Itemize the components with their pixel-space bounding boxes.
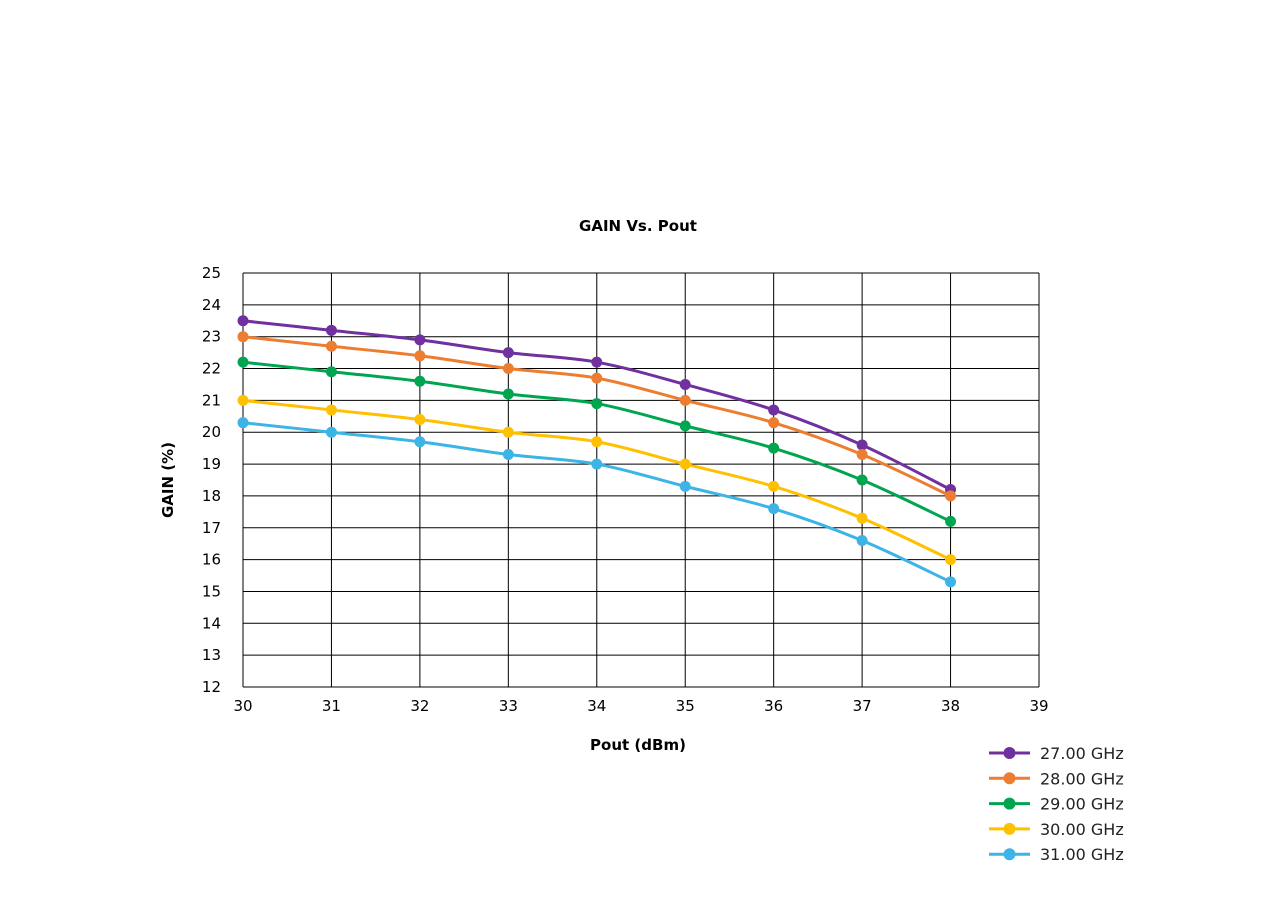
data-point — [679, 394, 691, 406]
data-point — [325, 340, 337, 352]
legend-marker — [1003, 797, 1016, 810]
chart-title: GAIN Vs. Pout — [579, 217, 697, 235]
data-point — [591, 436, 603, 448]
data-point — [414, 375, 426, 387]
legend-marker — [1003, 848, 1016, 861]
data-point — [237, 315, 249, 327]
x-tick-label: 36 — [764, 697, 783, 715]
y-tick-label: 24 — [202, 296, 221, 314]
data-point — [591, 458, 603, 470]
y-tick-label: 17 — [202, 519, 221, 537]
y-tick-label: 22 — [202, 360, 221, 378]
data-point — [591, 398, 603, 410]
legend-label: 29.00 GHz — [1040, 795, 1124, 814]
legend-label: 28.00 GHz — [1040, 769, 1124, 788]
data-point — [768, 417, 780, 429]
series-lines — [237, 315, 957, 588]
legend: 27.00 GHz 28.00 GHz 29.00 GHz 30.00 GHz 31.0… — [989, 744, 1124, 864]
legend-item: 27.00 GHz — [989, 744, 1124, 763]
data-point — [502, 449, 514, 461]
grid — [242, 272, 1040, 688]
data-point — [945, 490, 957, 502]
data-point — [237, 417, 249, 429]
legend-label: 30.00 GHz — [1040, 820, 1124, 839]
data-point — [856, 474, 868, 486]
data-point — [414, 350, 426, 362]
data-point — [768, 503, 780, 515]
series-30-00-ghz — [237, 394, 957, 566]
legend-label: 31.00 GHz — [1040, 845, 1124, 864]
legend-marker — [1003, 772, 1016, 785]
y-tick-label: 19 — [202, 455, 221, 473]
data-point — [768, 404, 780, 416]
y-tick-label: 25 — [202, 264, 221, 282]
data-point — [502, 347, 514, 359]
data-point — [945, 576, 957, 588]
legend-item: 29.00 GHz — [989, 795, 1124, 814]
data-point — [856, 439, 868, 451]
data-point — [502, 388, 514, 400]
data-point — [502, 363, 514, 375]
data-point — [945, 554, 957, 566]
x-tick-label: 32 — [410, 697, 429, 715]
data-point — [945, 515, 957, 527]
x-axis-label: Pout (dBm) — [590, 736, 686, 754]
data-point — [325, 366, 337, 378]
y-tick-label: 21 — [202, 391, 221, 409]
x-tick-label: 33 — [499, 697, 518, 715]
y-tick-label: 18 — [202, 487, 221, 505]
data-point — [502, 426, 514, 438]
data-point — [325, 324, 337, 336]
x-tick-label: 31 — [322, 697, 341, 715]
legend-label: 27.00 GHz — [1040, 744, 1124, 763]
x-tick-label: 34 — [587, 697, 606, 715]
y-tick-label: 20 — [202, 423, 221, 441]
x-tick-label: 38 — [941, 697, 960, 715]
data-point — [768, 442, 780, 454]
y-tick-label: 23 — [202, 328, 221, 346]
data-point — [325, 404, 337, 416]
data-point — [768, 480, 780, 492]
data-point — [237, 356, 249, 368]
series-29-00-ghz — [237, 356, 957, 527]
tick-labels: 12 13 14 15 16 17 18 19 20 21 22 23 24 25 30 31 32 33 34 35… — [202, 264, 1049, 715]
legend-marker — [1003, 747, 1016, 759]
legend-item: 31.00 GHz — [989, 845, 1124, 864]
data-point — [414, 436, 426, 448]
data-point — [414, 334, 426, 346]
data-point — [856, 449, 868, 461]
data-point — [414, 413, 426, 425]
y-tick-label: 16 — [202, 551, 221, 569]
x-tick-label: 37 — [853, 697, 872, 715]
data-point — [856, 512, 868, 524]
data-point — [591, 356, 603, 368]
y-tick-label: 15 — [202, 582, 221, 600]
legend-marker — [1003, 822, 1016, 835]
y-tick-label: 13 — [202, 646, 221, 664]
series-28-00-ghz — [237, 331, 957, 502]
data-point — [325, 426, 337, 438]
data-point — [679, 420, 691, 432]
data-point — [591, 372, 603, 384]
x-tick-label: 35 — [676, 697, 695, 715]
y-tick-label: 14 — [202, 614, 221, 632]
x-tick-label: 39 — [1029, 697, 1048, 715]
data-point — [237, 331, 249, 343]
data-point — [679, 480, 691, 492]
series-31-00-ghz — [237, 417, 957, 588]
y-tick-label: 12 — [202, 678, 221, 696]
legend-item: 30.00 GHz — [989, 820, 1124, 839]
legend-item: 28.00 GHz — [989, 769, 1124, 788]
data-point — [237, 394, 249, 406]
data-point — [856, 535, 868, 547]
y-axis-label: GAIN (%) — [159, 442, 177, 518]
data-point — [679, 378, 691, 390]
x-tick-label: 30 — [233, 697, 252, 715]
data-point — [679, 458, 691, 470]
series-27-00-ghz — [237, 315, 957, 496]
